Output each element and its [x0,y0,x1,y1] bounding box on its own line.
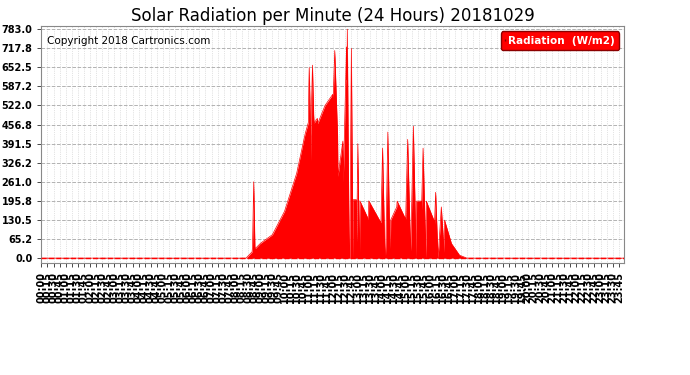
Legend: Radiation  (W/m2): Radiation (W/m2) [501,32,619,50]
Title: Solar Radiation per Minute (24 Hours) 20181029: Solar Radiation per Minute (24 Hours) 20… [131,7,535,25]
Text: Copyright 2018 Cartronics.com: Copyright 2018 Cartronics.com [47,36,210,46]
